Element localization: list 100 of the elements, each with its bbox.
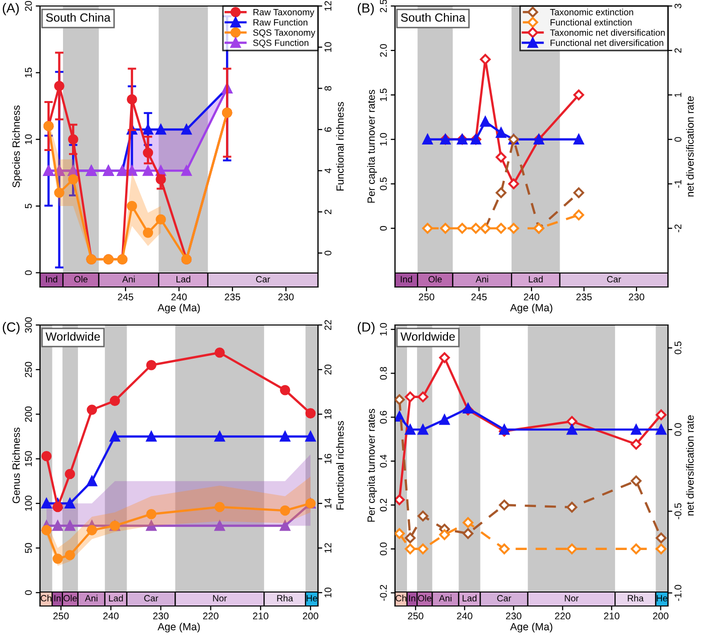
x-tick-label: 245 <box>471 294 487 300</box>
legend-label: Raw Taxonomy <box>253 9 314 18</box>
x-tick-label: 210 <box>604 612 620 620</box>
y-tick-label: 0.2 <box>380 498 387 512</box>
band-label: Ani <box>476 276 488 282</box>
x-tick-label: 250 <box>408 612 424 620</box>
y-tick-label: 0.5 <box>380 178 387 190</box>
y2-axis-title: net diversification rate <box>686 96 694 196</box>
y-axis-title: Species Richness <box>12 105 22 188</box>
y-tick-label: 0.6 <box>380 410 387 424</box>
band-label: Rha <box>628 594 644 602</box>
y-tick-label: 50 <box>24 542 32 554</box>
band-label: Lad <box>176 276 190 282</box>
y2-tick-label: 6 <box>324 127 332 132</box>
band-label: Lad <box>462 594 476 602</box>
legend-label: Raw Function <box>253 18 308 26</box>
y2-tick-label: 14 <box>324 498 332 508</box>
band-label: Ch <box>40 594 52 602</box>
y-tick-label: 2.5 <box>380 0 387 12</box>
y-tick-label: -0.2 <box>380 584 387 601</box>
legend-label: Functional extinction <box>550 18 632 26</box>
y-tick-label: 15 <box>25 68 32 78</box>
y-axis-title: Genus Richness <box>12 428 20 504</box>
y-tick-label: 0.0 <box>380 542 387 556</box>
y2-tick-label: 10 <box>324 42 332 52</box>
y2-axis-title: Functional richness <box>336 421 344 510</box>
y-tick-label: 0.4 <box>380 454 387 468</box>
y-tick-label: 150 <box>24 451 32 466</box>
band-label: Ind <box>400 276 412 282</box>
x-axis-title: Age (Ma) <box>510 622 552 632</box>
annotation: South China <box>400 13 466 22</box>
text: (A) <box>2 3 19 16</box>
y-tick-label: 200 <box>24 406 32 422</box>
y-axis-title: Per capita turnover rates <box>367 90 377 203</box>
annotation: Worldwide <box>46 332 100 341</box>
y2-tick-label: 0 <box>674 137 682 142</box>
band-label: Ole <box>428 276 442 282</box>
x-tick-label: 200 <box>302 612 318 620</box>
band-label: In <box>409 595 416 602</box>
x-tick-label: 250 <box>418 294 434 300</box>
band-label: He <box>306 595 318 602</box>
x-tick-label: 245 <box>118 294 134 300</box>
x-tick-label: 230 <box>506 612 522 620</box>
y2-tick-label: 12 <box>324 543 332 553</box>
x-tick-label: 240 <box>171 294 187 300</box>
y-tick-label: 0 <box>24 270 32 276</box>
band-label: Rha <box>277 594 294 602</box>
band-label: Car <box>497 595 512 602</box>
y2-tick-label: 2 <box>674 48 682 53</box>
legend-label: SQS Taxonomy <box>253 29 316 38</box>
band-label: Lad <box>528 276 543 282</box>
y2-tick-label: 10 <box>324 588 332 598</box>
x-tick-label: 230 <box>278 294 294 300</box>
x-tick-label: 240 <box>456 612 472 620</box>
y-tick-label: 100 <box>24 496 32 511</box>
band-label: Nor <box>564 595 579 602</box>
band-label: He <box>656 595 668 602</box>
band-label: Ole <box>64 594 77 602</box>
band-label: Car <box>256 276 270 282</box>
y2-tick-label: 0.5 <box>674 342 682 354</box>
y-tick-label: 250 <box>24 362 32 378</box>
band-label: Ani <box>122 276 135 282</box>
y-tick-label: 1.5 <box>380 88 387 101</box>
y2-tick-label: 2 <box>324 210 332 214</box>
band-label: Ani <box>84 594 98 602</box>
text: (B) <box>358 3 374 16</box>
annotation: South China <box>46 13 111 22</box>
y2-tick-label: 16 <box>324 454 332 464</box>
x-tick-label: 250 <box>53 612 69 620</box>
band-label: Nor <box>213 595 227 602</box>
y2-tick-label: 0 <box>324 250 332 256</box>
band-label: Car <box>144 595 158 602</box>
y2-tick-label: 22 <box>324 320 332 330</box>
text: (D) <box>358 322 374 334</box>
x-tick-label: 235 <box>224 294 240 300</box>
legend-label: Taxonomic net diversification <box>550 29 665 36</box>
y2-tick-label: 0.0 <box>674 423 682 436</box>
x-tick-label: 240 <box>103 612 119 620</box>
y-axis-title: Per capita turnover rates <box>367 408 377 522</box>
x-tick-label: 200 <box>653 612 668 620</box>
x-tick-label: 230 <box>628 294 644 300</box>
band-label: Ole <box>74 276 88 282</box>
y2-tick-label: -1 <box>674 180 682 188</box>
x-tick-label: 220 <box>203 612 218 620</box>
band-label: Ind <box>46 276 58 282</box>
y2-tick-label: 8 <box>324 86 332 91</box>
y-tick-label: 0 <box>380 226 387 231</box>
x-tick-label: 240 <box>524 294 540 300</box>
band-label: Lad <box>109 594 123 602</box>
y2-tick-label: 18 <box>324 409 332 419</box>
y-tick-label: 20 <box>24 0 32 11</box>
y-tick-label: 5 <box>25 204 32 208</box>
legend-label: Functional net diversification <box>550 39 664 46</box>
y-tick-label: 1.0 <box>380 133 387 146</box>
x-tick-label: 235 <box>576 294 592 300</box>
x-axis-title: Age (Ma) <box>158 622 200 632</box>
band-label: Car <box>607 276 622 282</box>
x-tick-label: 230 <box>153 612 169 620</box>
y2-tick-label: 4 <box>324 168 332 174</box>
legend-label: SQS Function <box>253 39 308 48</box>
